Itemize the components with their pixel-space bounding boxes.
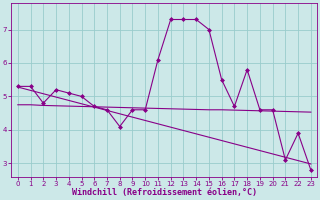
X-axis label: Windchill (Refroidissement éolien,°C): Windchill (Refroidissement éolien,°C) <box>72 188 257 197</box>
